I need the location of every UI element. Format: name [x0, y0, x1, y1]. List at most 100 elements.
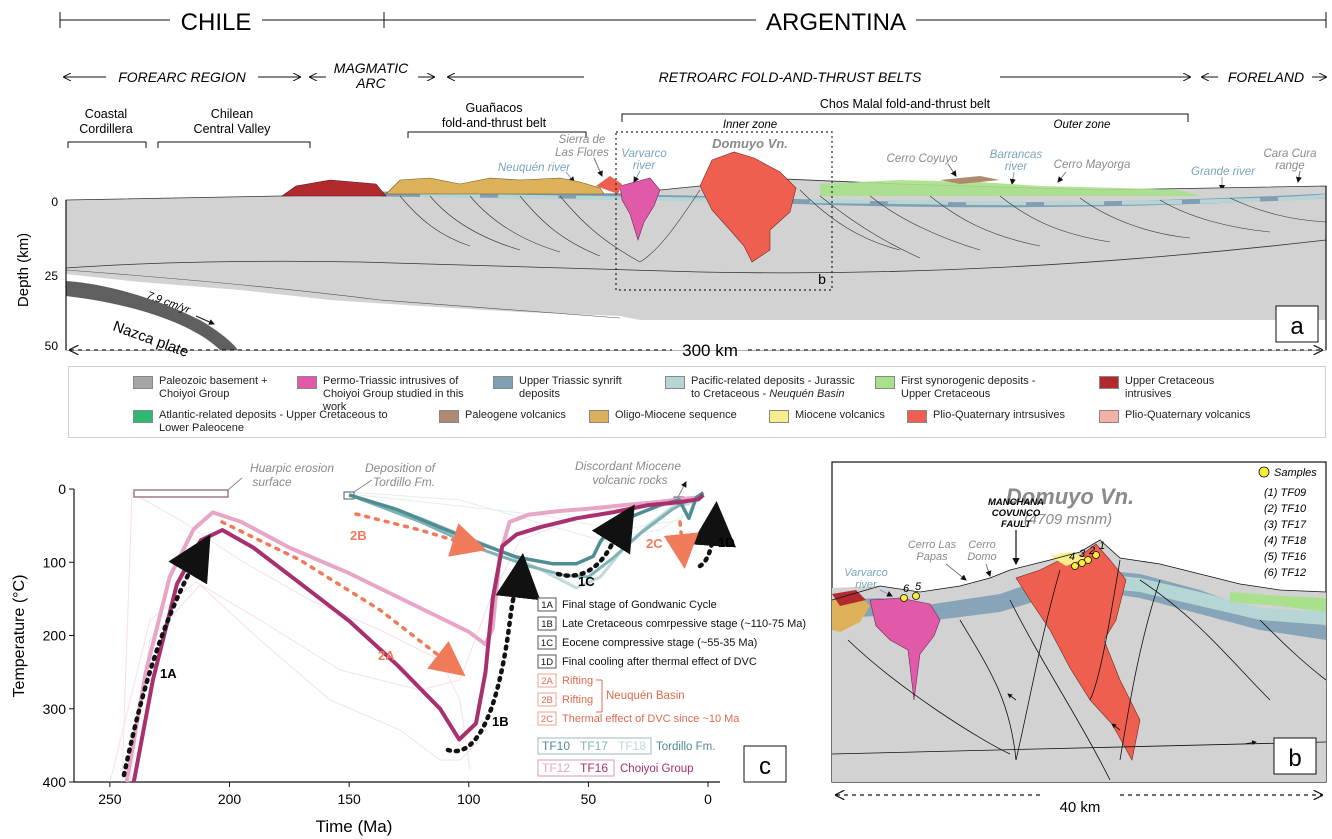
discordant-label-1: Discordant Miocene: [575, 459, 681, 473]
tordillo-group-label: Tordillo Fm.: [656, 741, 715, 753]
cerro-las-papas-label-2: Papas: [916, 551, 948, 563]
x-tick-label: 50: [581, 791, 597, 807]
legend-item-plio-quaternary-volcanics: Plio-Quaternary volcanics: [1099, 409, 1299, 423]
stage-text: Rifting: [562, 675, 593, 687]
grande-river-label: Grande river: [1191, 166, 1256, 178]
sample-6-dot: [900, 594, 908, 602]
stage-label-2A: 2A: [378, 648, 395, 663]
y-ticks: 0 100 200 300 400: [43, 481, 74, 790]
convergence-arrow: [195, 315, 215, 325]
legend-box: Paleozoic basement + Choiyoi Group Permo…: [68, 366, 1326, 438]
varvarco-b-label-2: river: [855, 579, 878, 591]
samples-title: Samples: [1274, 467, 1317, 479]
sample-num-4: 4: [1069, 551, 1075, 563]
sample-entry-6: (6) TF12: [1264, 567, 1306, 579]
tordillo-label-2: Tordillo Fm.: [373, 475, 435, 489]
legend-item-permo-triassic: Permo-Triassic intrusives of Choiyoi Gro…: [297, 375, 477, 414]
neuquen-river-label: Neuquén river: [498, 162, 571, 174]
foreland-label: FORELAND: [1228, 69, 1304, 85]
stage-text: Final stage of Gondwanic Cycle: [562, 599, 717, 611]
legend-label: Plio-Quaternary intrsusives: [933, 409, 1066, 421]
discordant-label-2: volcanic rocks: [592, 473, 667, 487]
panel-a-box: [1275, 305, 1319, 343]
legend-swatch: [769, 410, 789, 423]
forearc-label: FOREARC REGION: [118, 69, 246, 85]
stage-code: 2A: [541, 676, 553, 687]
stage-code: 2B: [541, 695, 553, 706]
huarpic-label-2: surface: [252, 475, 292, 489]
neuquen-basin-label: Neuquén Basin: [606, 690, 685, 702]
stage-code: 1A: [541, 600, 553, 611]
domuyo-label: Domuyo Vn.: [712, 136, 788, 151]
argentina-label: ARGENTINA: [766, 9, 906, 36]
legend-label: Oligo-Miocene sequence: [615, 409, 737, 421]
cross-section-b: Domuyo Vn. (4709 msnm) MANCHANA COVUNCO …: [831, 461, 1327, 783]
legend-label: Permo-Triassic intrusives of Choiyoi Gro…: [323, 375, 464, 413]
panel-c-box: [743, 745, 787, 783]
sierra-label-2: Las Flores: [555, 147, 609, 159]
legend-swatch: [133, 410, 153, 423]
varvarco-label-2: river: [633, 160, 657, 172]
sample-entry-5: (5) TF16: [1264, 551, 1307, 563]
choiyoi-sample-1: TF12: [542, 761, 570, 775]
scale-bar-a: 300 km: [70, 341, 1322, 360]
ttpath-chart: 0 100 200 300 400 250 200 150 100 50 0 Temperatur…: [11, 459, 806, 836]
panel-b-box: [1273, 737, 1317, 775]
depth-tick-50: 50: [45, 339, 59, 353]
depth-tick-0: 0: [51, 195, 58, 209]
guanacos-label-1: Guañacos: [466, 101, 523, 115]
y-tick-label: 400: [43, 774, 67, 790]
legend-swatch: [589, 410, 609, 423]
sample-entry-2: (2) TF10: [1264, 503, 1307, 515]
depth-axis: Depth (km) 0 25 50: [15, 195, 58, 353]
tordillo-sample-1: TF10: [542, 739, 570, 753]
legend-item-paleozoic: Paleozoic basement + Choiyoi Group: [133, 375, 291, 401]
x-tick-label: 200: [218, 791, 242, 807]
stage-text: Late Cretaceous comrpessive stage (~110-…: [562, 618, 806, 630]
stage-text: Final cooling after thermal effect of DV…: [562, 656, 757, 668]
section-a-place-labels: Sierra de Las Flores Neuquén river Varva…: [498, 134, 1317, 191]
stage-code-box: [537, 654, 557, 669]
cerro-coyuyo-label: Cerro Coyuyo: [887, 153, 959, 165]
fault-label-1: MANCHANA: [988, 497, 1044, 508]
legend-label: Paleogene volcanics: [465, 409, 566, 421]
y-tick-label: 100: [43, 554, 67, 570]
tordillo-group-legend: TF10 TF17 TF18 Tordillo Fm. TF12 TF16 Ch…: [537, 737, 715, 777]
section-a-labels: Coastal Cordillera Chilean Central Valle…: [67, 97, 1189, 148]
legend-item-miocene: Miocene volcanics: [769, 409, 899, 423]
domuyo-elevation: (4709 msnm): [1024, 511, 1112, 528]
sample-num-5: 5: [915, 581, 922, 593]
stage-code-box: [537, 635, 557, 650]
retroarc-label: RETROARC FOLD-AND-THRUST BELTS: [659, 69, 922, 85]
varvarco-b-label-1: Varvarco: [844, 567, 888, 579]
sample-5-dot: [912, 592, 920, 600]
x-tick-label: 150: [337, 791, 361, 807]
legend-label: Atlantic-related deposits - Upper Cretac…: [159, 409, 388, 434]
stage-label-1D: 1D: [718, 535, 735, 550]
fault-label-3: FAULT: [1001, 519, 1032, 530]
depth-axis-label: Depth (km): [15, 233, 32, 307]
stage-code: 1C: [541, 638, 553, 649]
x-tick-label: 0: [704, 791, 712, 807]
sample-num-2: 2: [1088, 545, 1095, 557]
stage-text: Rifting: [562, 694, 593, 706]
stage-code-box: [537, 616, 557, 631]
legend-swatch: [297, 376, 317, 389]
central-valley-label-1: Chilean: [211, 107, 253, 121]
x-tick-label: 250: [98, 791, 122, 807]
choiyoi-sample-2: TF16: [580, 761, 608, 775]
cara-cura-label-2: range: [1275, 160, 1304, 172]
stage-legend: 1A Final stage of Gondwanic Cycle 1B Late C…: [537, 597, 806, 726]
huarpic-label-1: Huarpic erosion: [250, 461, 334, 475]
legend-item-upper-cretaceous-intrusives: Upper Cretaceous intrusives: [1099, 375, 1259, 401]
legend-swatch: [665, 376, 685, 389]
barrancas-label-1: Barrancas: [990, 149, 1043, 161]
cerro-las-papas-label-1: Cerro Las: [908, 539, 957, 551]
sample-1-dot: [1092, 551, 1100, 559]
coastal-label-2: Cordillera: [79, 122, 133, 136]
y-tick-label: 200: [43, 628, 67, 644]
legend-label: First synorogenic deposits - Upper Creta…: [901, 375, 1036, 400]
y-axis-title: Temperature (°C): [11, 575, 28, 698]
samples-legend-dot: [1258, 466, 1270, 478]
cerro-domo-label-1: Cerro: [968, 539, 996, 551]
